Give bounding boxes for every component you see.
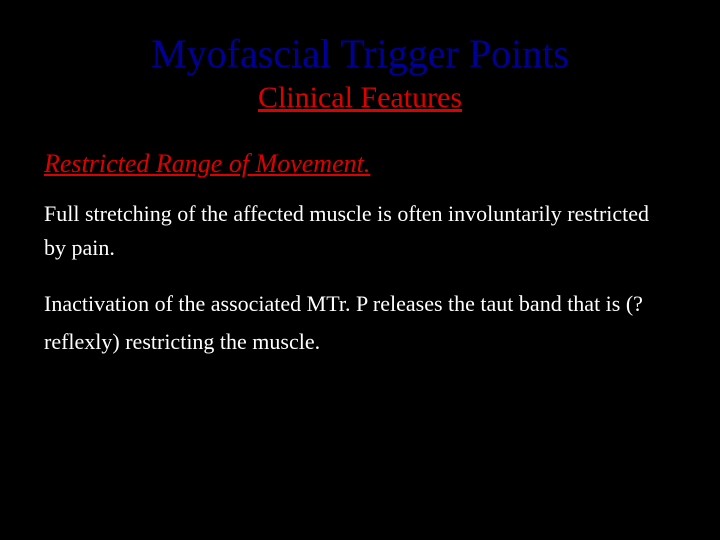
paragraph-1: Full stretching of the affected muscle i…: [44, 197, 676, 265]
slide-subtitle: Clinical Features: [0, 81, 720, 115]
slide: Myofascial Trigger Points Clinical Featu…: [0, 30, 720, 540]
slide-title: Myofascial Trigger Points: [0, 30, 720, 77]
paragraph-2: Inactivation of the associated MTr. P re…: [44, 285, 676, 360]
section-heading: Restricted Range of Movement.: [44, 149, 720, 179]
